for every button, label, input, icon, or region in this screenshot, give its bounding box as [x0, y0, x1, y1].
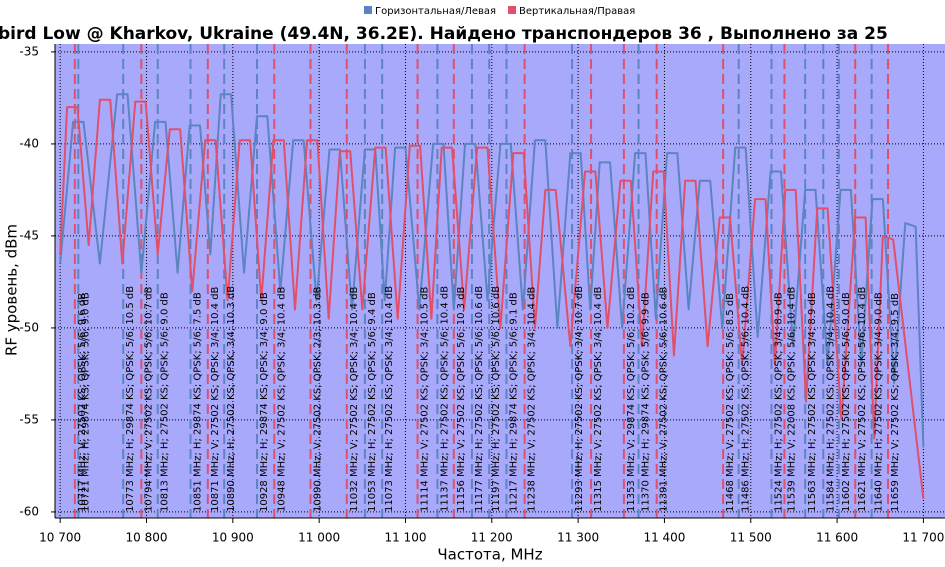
legend: Горизонтальная/Левая Вертикальная/Правая	[364, 6, 635, 17]
plot-background	[55, 44, 945, 518]
x-tick-label: 11 300	[557, 531, 599, 545]
transponder-label: 11156 MHz; V; 27502 KS; QPSK; 5/6; 10.3 …	[456, 286, 467, 512]
y-tick-label: -35	[19, 44, 39, 58]
y-tick-label: -40	[19, 136, 39, 150]
transponder-label: 10928 MHz; H; 29874 KS; QPSK; 3/4; 9.0 d…	[259, 292, 270, 512]
spectrum-line	[59, 98, 925, 500]
transponder-label: 10721 MHz; H; 29874 KS; QPSK; 5/6; 9.0 d…	[80, 292, 91, 512]
transponder-label: 11584 MHz; H; 27502 KS; QPSK; 3/4; 10.4 …	[825, 286, 836, 512]
transponder-label: 10794 MHz; V; 27502 KS; QPSK; 5/6; 10.7 …	[143, 286, 154, 512]
y-tick-label: -55	[19, 412, 39, 426]
x-tick-label: 11 500	[730, 531, 772, 545]
transponder-label: 11370 MHz; H; 29874 KS; QPSK; 5/6; 9.9 d…	[641, 292, 652, 512]
transponder-label: 11073 MHz; H; 27502 KS; QPSK; 3/4; 10.4 …	[384, 286, 395, 512]
legend-swatch	[508, 6, 517, 14]
transponder-label: 11602 MHz; H; 27502 KS; QPSK; 5/6; 9.0 d…	[841, 292, 852, 512]
transponder-label: 11640 MHz; H; 27502 KS; QPSK; 3/4; 9.0 d…	[874, 292, 885, 512]
transponder-label: 11539 MHz; V; 22008 KS; QPSK; 5/6; 10.4 …	[786, 286, 797, 512]
transponder-label: 10890 MHz; H; 27502 KS; QPSK; 3/4; 10.3 …	[226, 286, 237, 512]
transponder-label: 11053 MHz; H; 27502 KS; QPSK; 5/6; 9.4 d…	[367, 292, 378, 512]
x-tick-label: 11 400	[643, 531, 685, 545]
transponder-label: 11391 MHz; V; 27502 KS; QPSK; 5/6; 10.6 …	[659, 286, 670, 512]
y-tick-label: -50	[19, 320, 39, 334]
transponder-label: 11563 MHz; H; 27502 KS; QPSK; 3/4; 8.9 d…	[807, 292, 818, 512]
transponder-label: 11353 MHz; V; 29874 KS; QPSK; 5/6; 10.2 …	[626, 286, 637, 512]
transponder-label: 11468 MHz; V; 27502 KS; QPSK; 5/6; 8.5 d…	[725, 293, 736, 512]
transponder-label: 11238 MHz; V; 27502 KS; QPSK; 3/4; 10.4 …	[527, 286, 538, 512]
x-tick-label: 11 100	[384, 531, 426, 545]
transponder-label: 11486 MHz; H; 27502 KS; QPSK; 5/6; 10.4 …	[741, 286, 752, 512]
x-tick-label: 10 700	[39, 531, 81, 545]
y-tick-label: -60	[19, 504, 39, 518]
x-tick-label: 11 200	[471, 531, 513, 545]
transponder-label: 11177 MHz; H; 27502 KS; QPSK; 5/6; 10.6 …	[474, 286, 485, 512]
transponder-label: 10851 MHz; H; 29874 KS; QPSK; 5/6; 7.5 d…	[193, 292, 204, 512]
x-tick-label: 10 800	[126, 531, 168, 545]
x-tick-label: 11 000	[298, 531, 340, 545]
transponder-label: 10948 MHz; V; 27502 KS; QPSK; 3/4; 10.4 …	[276, 286, 287, 512]
legend-swatch	[364, 6, 372, 14]
transponder-label: 11524 MHz; H; 27502 KS; QPSK; 3/4; 8.9 d…	[773, 292, 784, 512]
x-axis-label: Частота, MHz	[437, 546, 542, 564]
legend-label: Горизонтальная/Левая	[375, 6, 496, 17]
transponder-label: 10717 MHz; V; 27502 KS; QPSK; 5/6; 9.6 d…	[77, 293, 88, 512]
legend-label: Вертикальная/Правая	[519, 6, 635, 17]
transponder-label: 10990 MHz; V; 27502 KS; QPSK; 2/3; 10.3 …	[313, 286, 324, 512]
transponder-label: 11197 MHz; H; 27502 KS; QPSK; 5/6; 10.6 …	[491, 286, 502, 512]
spectrum-line	[59, 93, 925, 448]
transponder-label: 11621 MHz; V; 27502 KS; QPSK; 5/6; 10.4 …	[857, 286, 868, 512]
transponder-label: 10813 MHz; H; 27502 KS; QPSK; 5/6; 9.0 d…	[160, 292, 171, 512]
x-tick-label: 10 900	[212, 531, 254, 545]
transponder-label: 11114 MHz; V; 27502 KS; QPSK; 3/4; 10.5 …	[420, 286, 431, 512]
transponder-label: 11293 MHz; H; 27502 KS; QPSK; 3/4; 10.7 …	[574, 286, 585, 512]
y-axis-label: RF уровень, dBm	[3, 224, 21, 356]
transponder-label: 11032 MHz; V; 27502 KS; QPSK; 3/4; 10.4 …	[349, 286, 360, 512]
x-tick-label: 11 700	[902, 531, 944, 545]
chart-title: bird Low @ Kharkov, Ukraine (49.4N, 36.2…	[0, 24, 888, 44]
transponder-label: 11659 MHz; V; 27502 KS; QPSK; 3/4; 9.5 d…	[890, 293, 901, 512]
transponder-label: 11217 MHz; H; 29874 KS; QPSK; 5/6; 9.1 d…	[508, 292, 519, 512]
transponder-label: 11315 MHz; V; 27502 KS; QPSK; 3/4; 10.4 …	[593, 286, 604, 512]
x-tick-label: 11 600	[816, 531, 858, 545]
transponder-label: 10773 MHz; H; 29874 KS; QPSK; 5/6; 10.5 …	[125, 286, 136, 512]
transponder-label: 10871 MHz; V; 27502 KS; QPSK; 3/4; 10.4 …	[210, 286, 221, 512]
y-tick-label: -45	[19, 228, 39, 242]
transponder-label: 11137 MHz; H; 27502 KS; QPSK; 5/6; 10.4 …	[439, 286, 450, 512]
